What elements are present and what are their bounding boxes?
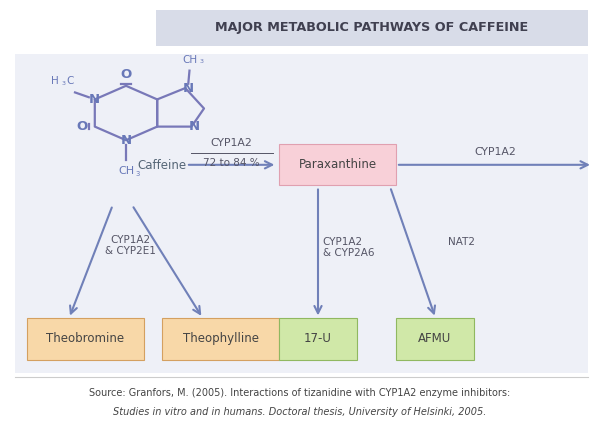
FancyBboxPatch shape [279, 318, 357, 360]
Text: 17-U: 17-U [304, 333, 332, 345]
Text: CH: CH [118, 167, 134, 177]
Text: N: N [183, 82, 194, 95]
Text: Caffeine: Caffeine [137, 159, 187, 172]
Text: N: N [189, 120, 200, 133]
Text: CYP1A2: CYP1A2 [475, 147, 517, 157]
FancyBboxPatch shape [162, 318, 279, 360]
Text: NAT2: NAT2 [448, 237, 475, 247]
Text: & CYP2A6: & CYP2A6 [323, 248, 374, 258]
Text: Paraxanthine: Paraxanthine [298, 158, 377, 171]
Text: & CYP2E1: & CYP2E1 [106, 246, 156, 255]
FancyBboxPatch shape [396, 318, 474, 360]
Text: H: H [51, 76, 59, 86]
Text: CH: CH [182, 55, 197, 65]
Text: $_3$: $_3$ [199, 57, 205, 66]
FancyBboxPatch shape [15, 54, 588, 373]
Text: Studies in vitro and in humans. Doctoral thesis, University of Helsinki, 2005.: Studies in vitro and in humans. Doctoral… [113, 407, 487, 417]
Text: Source: Granfors, M. (2005). Interactions of tizanidine with CYP1A2 enzyme inhib: Source: Granfors, M. (2005). Interaction… [89, 388, 511, 398]
Text: MAJOR METABOLIC PATHWAYS OF CAFFEINE: MAJOR METABOLIC PATHWAYS OF CAFFEINE [215, 21, 529, 34]
Text: N: N [89, 93, 100, 106]
Text: CYP1A2: CYP1A2 [111, 235, 151, 245]
Text: $_3$: $_3$ [135, 169, 141, 179]
Text: 72 to 84 %: 72 to 84 % [203, 158, 260, 168]
FancyBboxPatch shape [279, 144, 396, 185]
Text: Theobromine: Theobromine [46, 333, 125, 345]
FancyBboxPatch shape [27, 318, 144, 360]
Text: O: O [121, 68, 131, 81]
Text: N: N [121, 134, 131, 147]
Text: Theophylline: Theophylline [182, 333, 259, 345]
Text: C: C [66, 76, 73, 86]
Text: $_3$: $_3$ [61, 79, 67, 88]
FancyBboxPatch shape [156, 10, 588, 46]
Text: AFMU: AFMU [418, 333, 452, 345]
Text: O: O [76, 120, 87, 133]
Text: CYP1A2: CYP1A2 [211, 138, 253, 148]
Text: CYP1A2: CYP1A2 [323, 237, 363, 247]
